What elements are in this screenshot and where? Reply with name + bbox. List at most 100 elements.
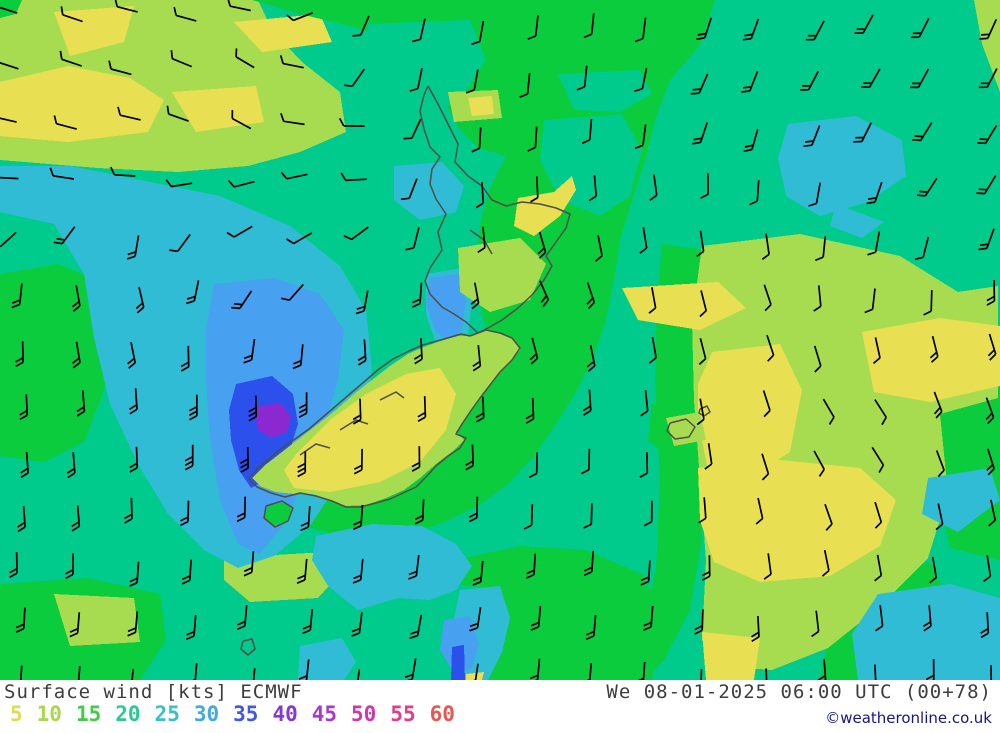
wind-barb: [475, 182, 485, 209]
wind-barb: [296, 558, 308, 584]
wind-barb: [465, 69, 479, 94]
region-lightgreen-topright: [974, 0, 1000, 92]
wind-barb: [585, 615, 597, 641]
wind-barb: [633, 68, 648, 93]
wind-barb: [181, 559, 192, 585]
map-title: Surface wind [kts] ECMWF: [4, 681, 303, 703]
wind-barb: [280, 113, 305, 126]
wind-barb: [751, 615, 760, 643]
wind-barb: [286, 12, 314, 22]
region-cyan-west-ni: [394, 162, 464, 220]
wind-barb: [352, 398, 362, 425]
region-cyan-bottomright: [852, 584, 1000, 680]
wind-barb: [875, 605, 884, 632]
wind-barb: [986, 279, 996, 306]
wind-barb: [803, 125, 821, 148]
wind-barb: [468, 496, 479, 523]
wind-barb: [0, 231, 17, 248]
map-datetime: We 08-01-2025 06:00 UTC (00+78): [606, 681, 992, 703]
wind-barb: [700, 668, 703, 680]
wind-barb: [17, 505, 26, 533]
wind-barb: [408, 554, 420, 580]
wind-barb: [648, 287, 657, 314]
scale-value-5: 5: [10, 702, 23, 726]
scale-value-45: 45: [311, 702, 338, 726]
wind-barb: [471, 20, 485, 46]
wind-barb: [185, 280, 200, 305]
wind-barb: [537, 231, 547, 259]
wind-barb: [355, 290, 369, 315]
wind-barb: [60, 6, 83, 23]
wind-barb: [527, 126, 538, 152]
wind-barb: [240, 447, 249, 474]
wind-barb: [808, 182, 822, 207]
wind-barb: [634, 124, 647, 150]
wind-barb: [700, 173, 709, 200]
wind-barb: [988, 499, 997, 527]
wind-barb: [582, 389, 592, 416]
wind-barb: [465, 444, 474, 471]
region-cyan-bottom-1: [312, 524, 472, 610]
wind-barb: [583, 550, 595, 577]
wind-barb: [986, 448, 995, 476]
scale-value-15: 15: [75, 702, 102, 726]
wind-barb: [765, 668, 768, 680]
wind-barb: [749, 180, 760, 206]
wind-barb: [411, 18, 426, 43]
wind-barb: [817, 659, 827, 680]
wind-barb: [976, 175, 997, 195]
wind-barb: [0, 61, 19, 70]
wind-barb: [353, 448, 363, 475]
wind-barb: [527, 15, 539, 40]
region-yellow-right-mid: [698, 344, 802, 482]
wind-barb: [352, 504, 364, 531]
wind-barb: [861, 68, 881, 89]
wind-barb: [581, 448, 591, 475]
wind-barb: [409, 67, 423, 92]
wind-barb: [634, 17, 647, 43]
wind-barb: [583, 13, 595, 39]
region-yellow-bottom-strip: [702, 632, 760, 680]
wind-barb: [642, 605, 654, 632]
wind-barb: [71, 341, 81, 369]
wind-barb: [922, 605, 932, 632]
wind-barb: [411, 446, 421, 472]
scale-value-55: 55: [390, 702, 416, 726]
wind-barb: [813, 450, 825, 477]
region-yellow-3: [234, 14, 332, 52]
wind-barb: [131, 669, 134, 680]
region-teal-patch-1: [558, 70, 652, 112]
wind-barb: [470, 282, 480, 310]
wind-barb: [19, 394, 29, 421]
region-green-topleft-corner: [0, 0, 22, 18]
wind-barb: [530, 605, 542, 631]
wind-barb: [248, 395, 258, 422]
wind-barb: [763, 284, 772, 312]
wind-barb: [338, 118, 365, 127]
region-chatham-tint: [666, 412, 706, 446]
wind-barb: [352, 15, 370, 37]
copyright-label: ©weatheronline.co.uk: [825, 709, 992, 727]
wind-barb: [469, 606, 482, 632]
coastline-si-inland-3: [379, 391, 405, 401]
wind-barb: [0, 176, 19, 180]
wind-barb: [594, 235, 603, 262]
wind-barb: [405, 227, 420, 251]
region-blue-bottom-dot: [451, 645, 465, 680]
wind-barb: [929, 335, 939, 363]
wind-barb: [110, 166, 136, 177]
wind-barb: [226, 225, 253, 238]
wind-barb: [231, 290, 253, 310]
region-lightblue-cookstrait: [426, 274, 466, 342]
wind-barb: [135, 286, 145, 314]
wind-barb: [979, 18, 998, 40]
coastline-north-island: [419, 85, 571, 334]
wind-barb: [189, 394, 198, 421]
wind-barb: [351, 612, 363, 637]
scale-value-35: 35: [233, 702, 259, 726]
wind-barb: [235, 48, 255, 69]
wind-barb: [243, 551, 255, 577]
wind-barb: [65, 553, 74, 580]
wind-barb: [800, 70, 820, 91]
wind-barb: [357, 339, 367, 366]
